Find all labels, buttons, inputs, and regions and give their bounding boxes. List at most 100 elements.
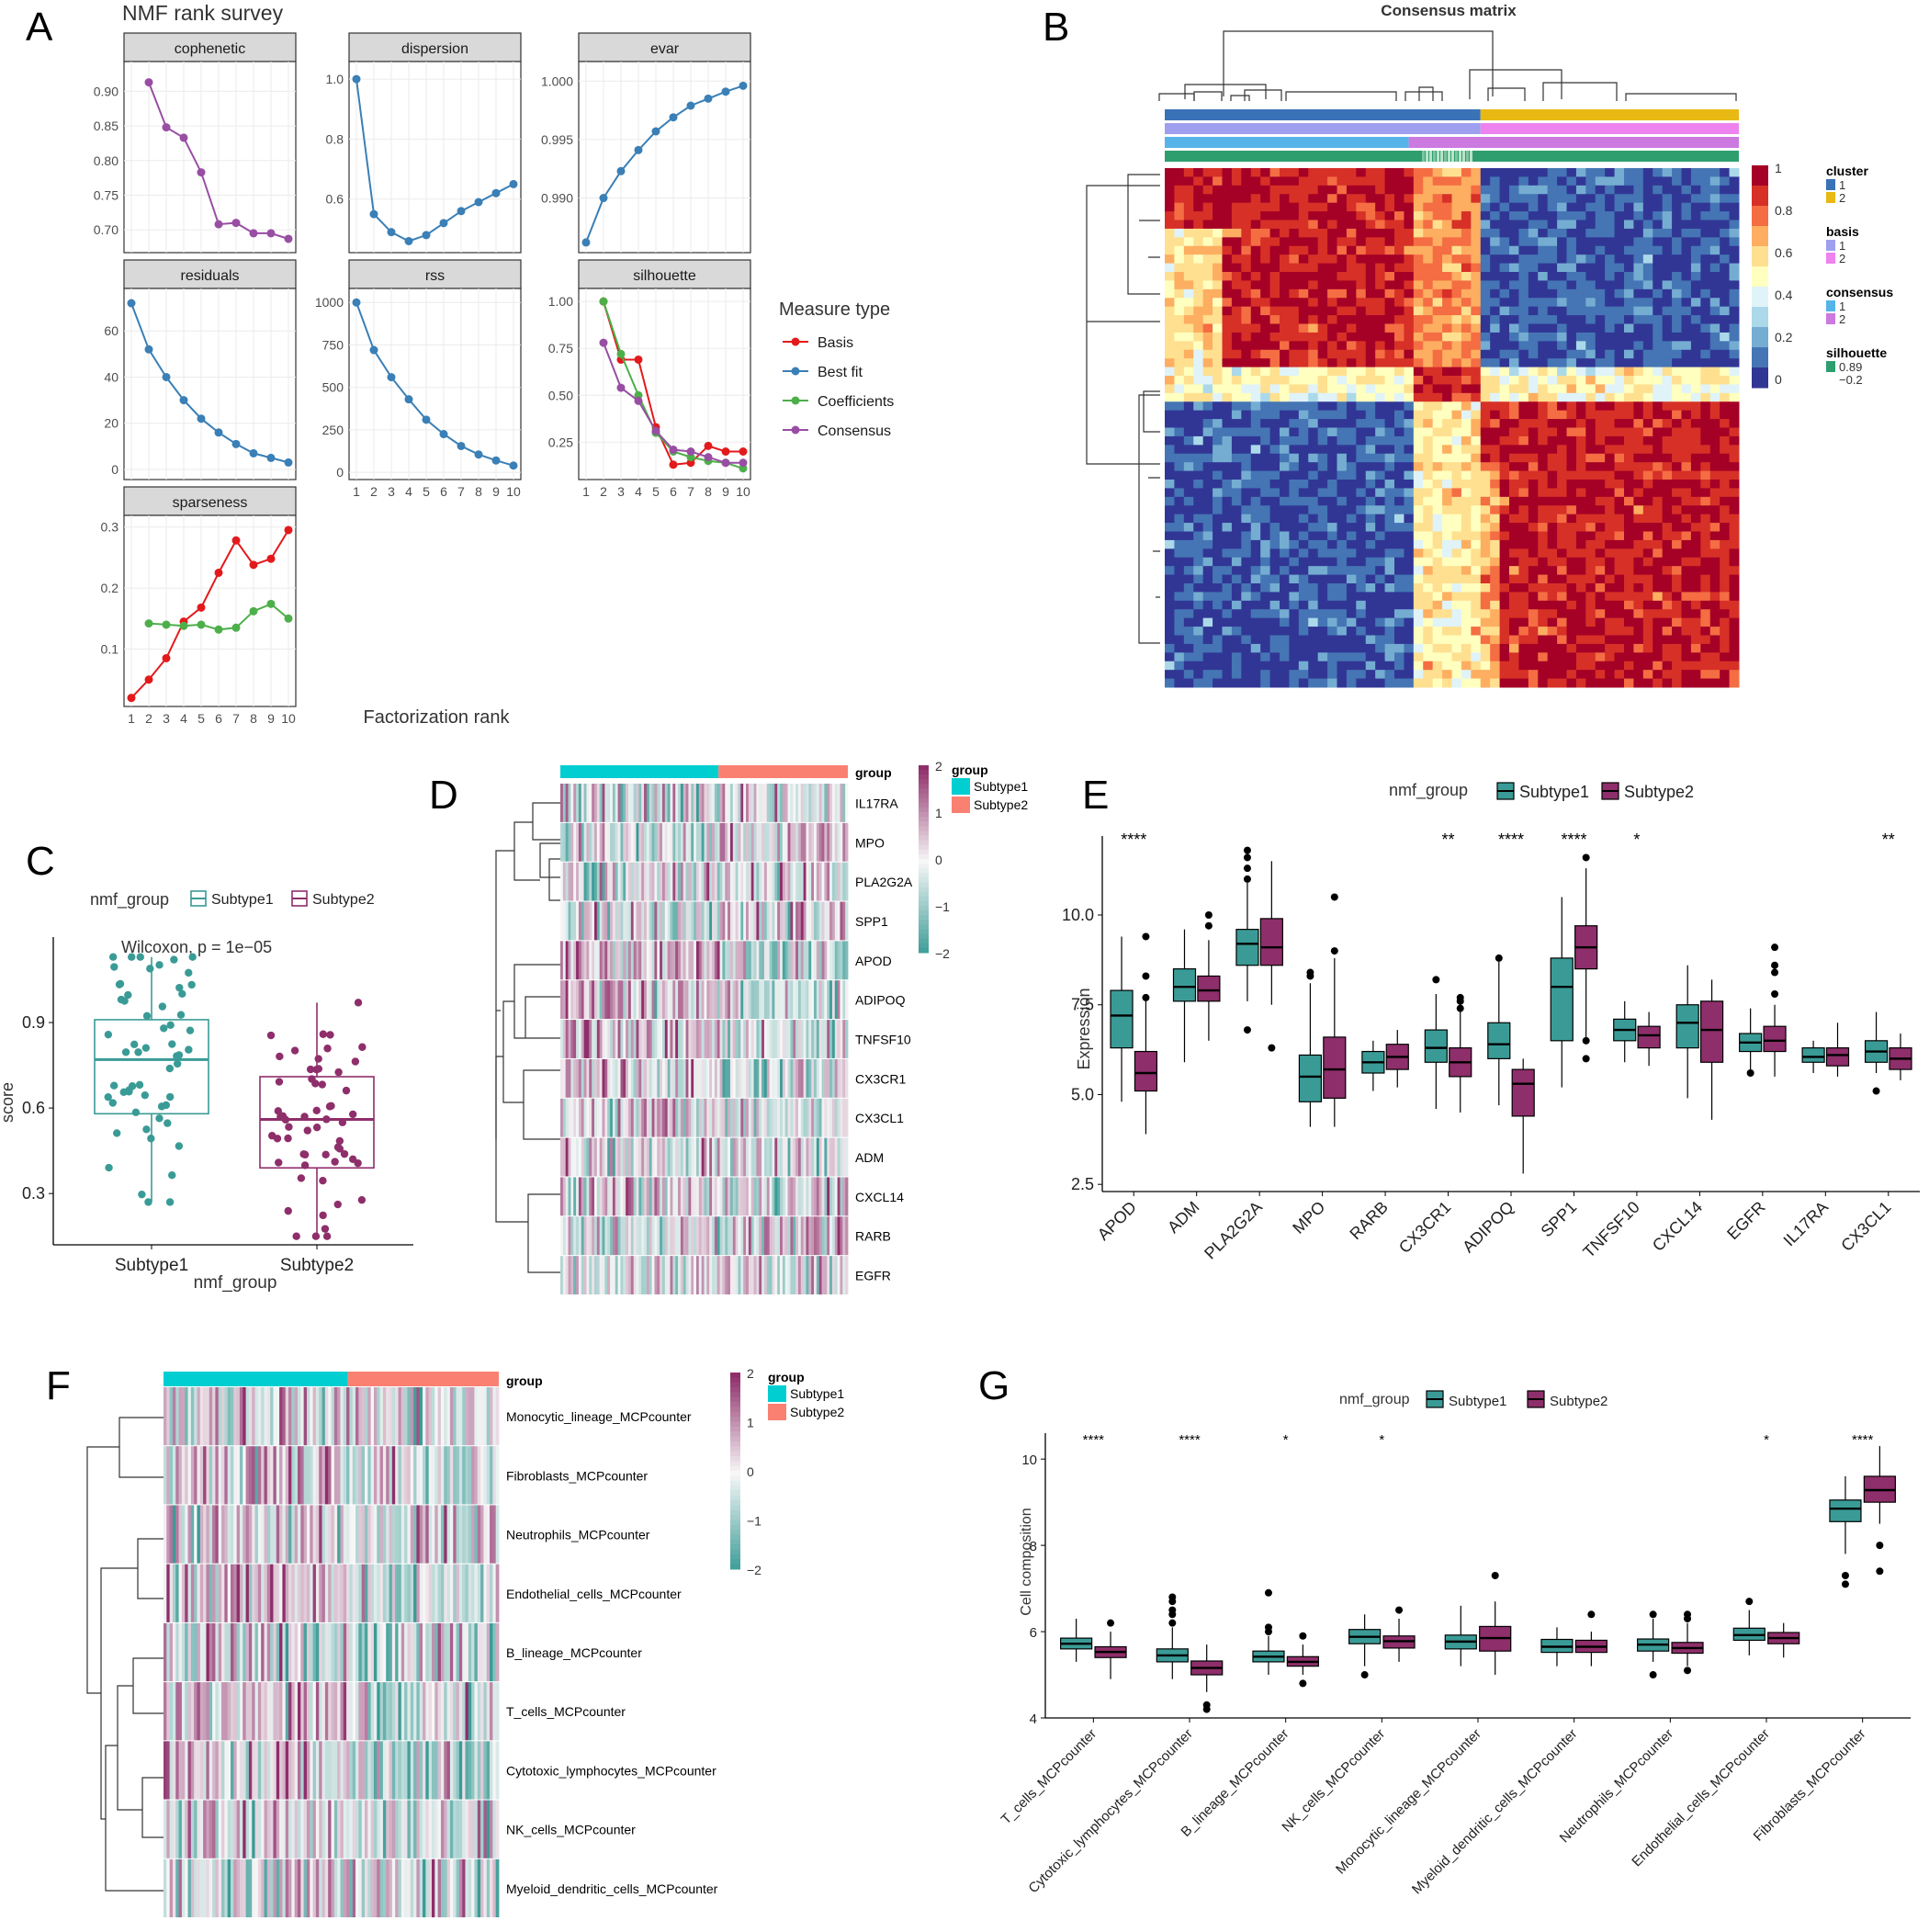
heat-cell [1538, 358, 1549, 368]
heat-cell [1260, 341, 1271, 351]
heat-cell [1585, 298, 1596, 308]
x-tick-label: 3 [388, 484, 395, 499]
heat-cell [581, 941, 585, 980]
heat-cell [834, 822, 839, 862]
heat-cell [602, 862, 605, 901]
legend-key [1826, 240, 1835, 251]
heat-cell [1557, 661, 1567, 671]
heat-cell [1280, 548, 1290, 559]
heat-cell [1213, 288, 1223, 299]
heat-cell [769, 784, 773, 822]
heat-cell [1653, 548, 1664, 559]
heat-cell [1404, 557, 1415, 567]
heat-cell [1365, 539, 1376, 549]
heat-cell [678, 980, 682, 1020]
jitter-point [164, 1119, 172, 1127]
legend-label: 1 [1839, 178, 1845, 192]
heat-cell [1356, 323, 1367, 333]
heat-cell [581, 980, 585, 1020]
heat-cell [1461, 306, 1472, 316]
heat-cell [1642, 652, 1653, 662]
heat-cell [1183, 548, 1194, 559]
heat-cell [1653, 401, 1664, 412]
heat-cell [1614, 574, 1625, 584]
heat-cell [1729, 323, 1740, 333]
heat-cell [1280, 453, 1290, 463]
heat-cell [1720, 600, 1731, 610]
heat-cell [1575, 600, 1586, 610]
heat-cell [1327, 367, 1337, 377]
heat-cell [743, 901, 747, 941]
heat-cell [1413, 652, 1424, 662]
data-point [509, 179, 518, 188]
data-point [231, 439, 241, 448]
heat-cell [1260, 332, 1271, 342]
heat-cell [1365, 462, 1376, 472]
heat-cell [722, 980, 726, 1020]
heat-cell [1394, 419, 1404, 428]
heat-cell [1298, 332, 1309, 342]
heat-cell [1547, 228, 1558, 238]
heat-cell [1709, 566, 1720, 576]
heat-cell [1595, 600, 1606, 610]
heat-cell [1720, 583, 1731, 593]
heat-cell [1202, 367, 1213, 377]
heat-cell [845, 862, 849, 901]
heat-cell [1509, 592, 1519, 602]
heat-cell [1260, 505, 1271, 515]
heat-cell [1432, 228, 1443, 238]
heat-cell [1566, 228, 1577, 238]
heat-cell [1605, 678, 1616, 688]
heat-cell [1585, 220, 1596, 230]
heat-cell [1432, 288, 1443, 299]
heat-cell [1547, 462, 1558, 472]
heat-cell [1241, 617, 1252, 627]
heat-cell [1653, 609, 1664, 619]
heat-cell [1365, 323, 1376, 333]
heat-cell [1642, 202, 1653, 212]
annotation-silhouette-tick [1462, 151, 1465, 162]
heat-cell [1394, 410, 1404, 420]
heat-cell [722, 1020, 726, 1058]
heat-cell [1605, 211, 1616, 220]
heat-cell [1404, 419, 1415, 428]
heat-cell [1662, 392, 1673, 402]
heat-cell [1231, 462, 1242, 472]
jitter-point [187, 980, 196, 989]
heat-cell [573, 980, 577, 1020]
heat-cell [1346, 202, 1357, 212]
heat-cell [1423, 462, 1434, 472]
heat-cell [604, 784, 608, 822]
heat-cell [1729, 358, 1740, 368]
heat-cell [1566, 176, 1577, 186]
heat-cell [1213, 600, 1223, 610]
heat-cell [1729, 600, 1740, 610]
heat-cell [1557, 401, 1567, 412]
heat-cell [1538, 600, 1549, 610]
heat-cell [1499, 592, 1510, 602]
data-point [404, 236, 413, 245]
heat-cell [1575, 245, 1586, 255]
heat-cell [1624, 245, 1634, 255]
heat-cell [1566, 462, 1577, 472]
heat-cell [1384, 176, 1395, 186]
heat-cell [1317, 523, 1328, 532]
heat-cell [1633, 531, 1644, 541]
heat-cell [1547, 678, 1558, 688]
heat-cell [1165, 592, 1175, 602]
heat-cell [1681, 514, 1692, 524]
heat-cell [1499, 617, 1510, 627]
heat-cell [1557, 574, 1567, 584]
heat-cell [1557, 453, 1567, 463]
heat-cell [695, 901, 700, 941]
heat-cell [1605, 220, 1616, 230]
heat-cell [1222, 548, 1233, 559]
heat-cell [1720, 488, 1731, 498]
heat-cell [1423, 245, 1434, 255]
heat-cell [1308, 384, 1319, 394]
heat-cell [1672, 678, 1682, 688]
heat-cell [1605, 488, 1616, 498]
heat-cell [1298, 237, 1309, 247]
heat-cell [1365, 514, 1376, 524]
heat-cell [1432, 185, 1443, 195]
